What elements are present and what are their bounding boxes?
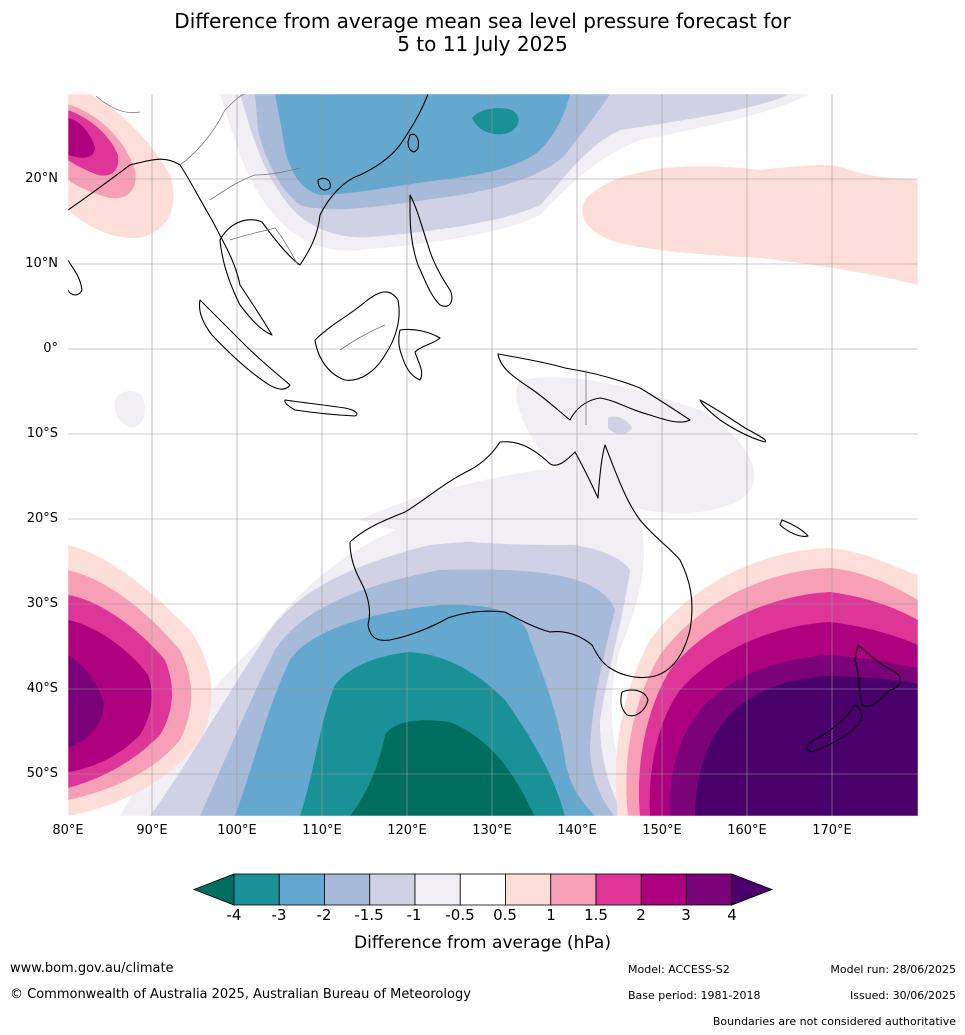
colorbar-swatch	[324, 873, 371, 906]
lat-label: 10°N	[25, 256, 58, 271]
colorbar-swatch	[414, 873, 461, 906]
lat-label: 40°S	[26, 681, 58, 696]
colorbar-tick-label: -1	[406, 906, 422, 924]
colorbar-extend-max	[731, 873, 774, 906]
graticule	[68, 94, 918, 816]
colorbar-tick-label: -1.5	[354, 906, 384, 924]
base-period: Base period: 1981-2018	[628, 989, 761, 1002]
model-run-date: Model run: 28/06/2025	[830, 963, 956, 976]
title-line-2: 5 to 11 July 2025	[397, 32, 568, 56]
colorbar-swatch	[686, 873, 733, 906]
map-area	[68, 94, 918, 816]
issued-date: Issued: 30/06/2025	[849, 989, 956, 1002]
lat-label: 30°S	[26, 596, 58, 611]
lat-label: 10°S	[26, 426, 58, 441]
colorbar-tick-label: 4	[727, 906, 737, 924]
colorbar	[192, 873, 774, 906]
colorbar-swatch	[550, 873, 597, 906]
colorbar-extend-min	[192, 873, 235, 906]
lat-label: 0°	[43, 341, 58, 356]
country-borders	[95, 94, 587, 425]
colorbar-tick-label: 0.5	[493, 906, 517, 924]
lon-label: 120°E	[387, 823, 427, 838]
colorbar-swatch	[640, 873, 687, 906]
high-anomaly-indian-ocean	[68, 545, 212, 816]
colorbar-tick-label: -3	[271, 906, 287, 924]
colorbar-tick-label: -2	[316, 906, 332, 924]
lat-label: 20°S	[26, 511, 58, 526]
colorbar-tick-label: 1.5	[584, 906, 608, 924]
colorbar-tick-label: 3	[681, 906, 691, 924]
colorbar-swatch	[595, 873, 642, 906]
low-anomaly-south-china-sea	[220, 94, 810, 251]
lon-label: 80°E	[52, 823, 84, 838]
colorbar-tick-label: 2	[636, 906, 646, 924]
lat-label: 50°S	[26, 766, 58, 781]
lon-label: 110°E	[302, 823, 342, 838]
map-frame	[67, 93, 919, 817]
lat-label: 20°N	[25, 171, 58, 186]
copyright-text: © Commonwealth of Australia 2025, Austra…	[10, 987, 471, 1002]
map-title: Difference from average mean sea level p…	[0, 10, 965, 56]
title-line-1: Difference from average mean sea level p…	[174, 9, 791, 33]
lon-label: 170°E	[812, 823, 852, 838]
lon-label: 130°E	[472, 823, 512, 838]
lon-label: 160°E	[727, 823, 767, 838]
website-link[interactable]: www.bom.gov.au/climate	[10, 961, 174, 976]
colorbar-title: Difference from average (hPa)	[354, 933, 611, 953]
lon-label: 100°E	[217, 823, 257, 838]
colorbar-swatch	[369, 873, 416, 906]
lon-label: 140°E	[557, 823, 597, 838]
high-anomaly-north-pacific	[582, 165, 918, 285]
model-name: Model: ACCESS-S2	[628, 963, 730, 976]
boundaries-disclaimer: Boundaries are not considered authoritat…	[712, 1015, 956, 1028]
colorbar-swatch	[233, 873, 280, 906]
colorbar-swatch	[505, 873, 552, 906]
colorbar-swatch	[459, 873, 506, 906]
lon-label: 150°E	[642, 823, 682, 838]
low-anomaly-south-australia	[120, 506, 644, 816]
colorbar-tick-label: -4	[226, 906, 242, 924]
high-anomaly-bay-of-bengal	[68, 94, 174, 239]
lon-label: 90°E	[136, 823, 168, 838]
colorbar-swatch	[278, 873, 325, 906]
colorbar-tick-label: -0.5	[445, 906, 475, 924]
colorbar-tick-label: 1	[546, 906, 556, 924]
coastlines	[68, 94, 901, 753]
